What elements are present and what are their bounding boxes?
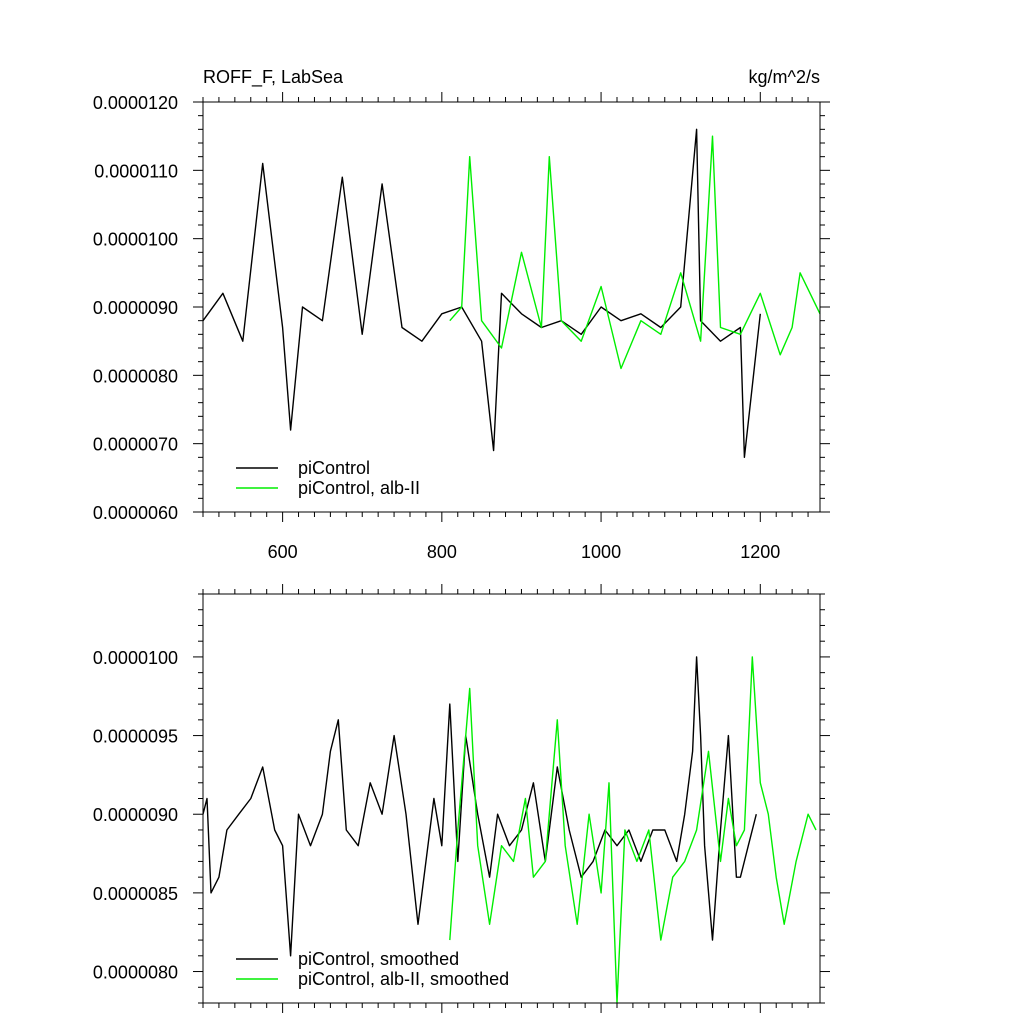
- bottom-legend-label-1: piControl, alb-II, smoothed: [298, 969, 509, 989]
- bottom-chart: 0.0000080 0.0000085 0.0000090 0.0000095 0.00…: [93, 584, 830, 1013]
- bottom-legend-label-0: piControl, smoothed: [298, 949, 459, 969]
- top-chart: ROFF_F, LabSea kg/m^2/s 600 800 1000 1200 0.…: [93, 67, 830, 562]
- top-x-tick-label-3: 1200: [740, 542, 780, 562]
- top-x-tick-label-2: 1000: [581, 542, 621, 562]
- top-y-tick-label-3: 0.0000090: [93, 298, 178, 318]
- top-series-line-1: [449, 135, 821, 370]
- top-y-tick-label-0: 0.0000060: [93, 503, 178, 523]
- top-legend-label-0: piControl: [298, 458, 370, 478]
- top-y-tick-label-5: 0.0000110: [94, 161, 178, 181]
- bottom-y-tick-label-2: 0.0000090: [93, 805, 178, 825]
- top-x-tick-label-1: 800: [427, 542, 457, 562]
- bottom-y-tick-label-0: 0.0000080: [93, 963, 178, 983]
- top-series-line-0: [202, 128, 761, 458]
- top-y-tick-label-6: 0.0000120: [93, 93, 178, 113]
- top-x-tick-label-0: 600: [268, 542, 298, 562]
- top-legend-label-1: piControl, alb-II: [298, 478, 420, 498]
- bottom-y-tick-label-1: 0.0000085: [93, 884, 178, 904]
- bottom-series-line-1: [449, 656, 817, 1004]
- top-chart-units: kg/m^2/s: [749, 67, 820, 87]
- top-y-tick-label-4: 0.0000100: [93, 230, 178, 250]
- bottom-y-tick-label-4: 0.0000100: [93, 648, 178, 668]
- bottom-plot-frame: [202, 593, 821, 1004]
- top-y-tick-label-2: 0.0000080: [93, 366, 178, 386]
- bottom-y-tick-label-3: 0.0000095: [93, 727, 178, 747]
- top-plot-frame: [202, 101, 821, 513]
- top-chart-title: ROFF_F, LabSea: [203, 67, 344, 88]
- top-y-tick-label-1: 0.0000070: [93, 435, 178, 455]
- bottom-series-line-0: [202, 656, 757, 957]
